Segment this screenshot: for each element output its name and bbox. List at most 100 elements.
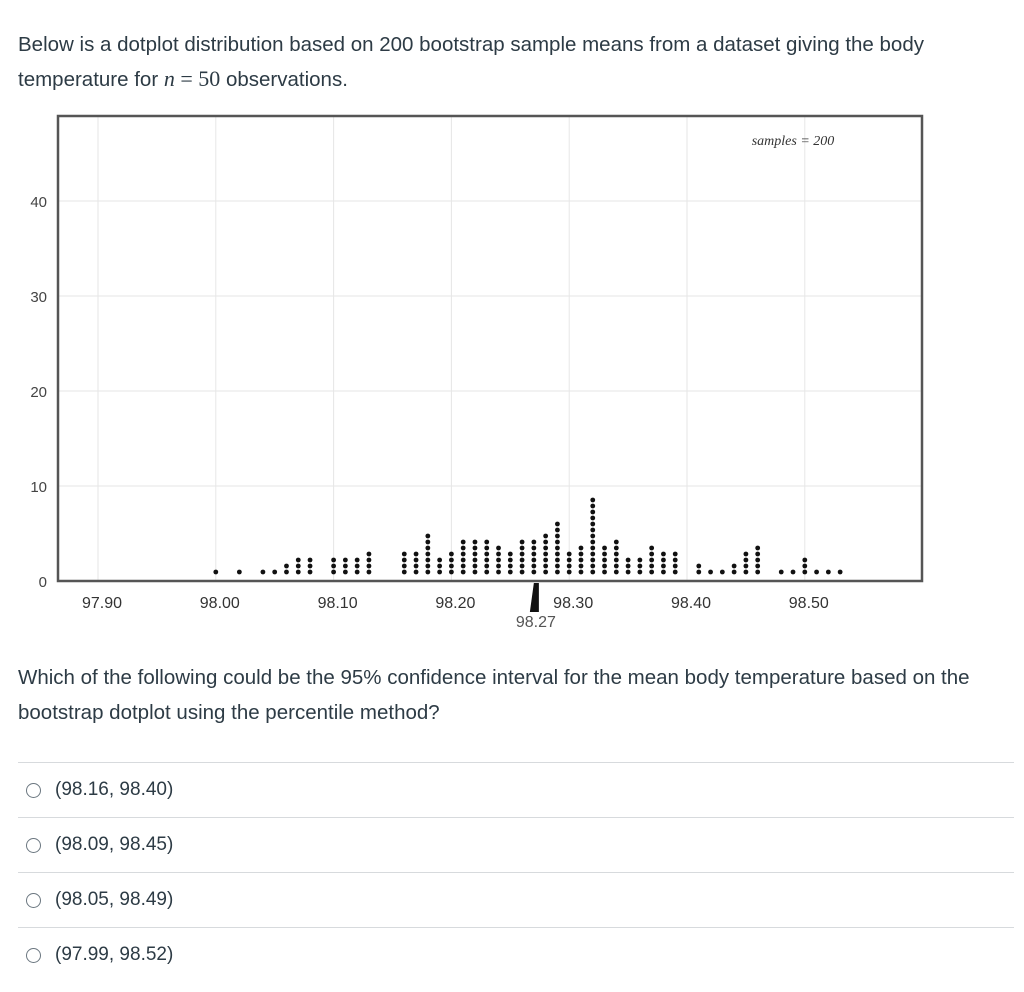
dot xyxy=(437,569,443,575)
option-label: (98.05, 98.49) xyxy=(55,889,174,910)
dot xyxy=(555,551,560,557)
dot xyxy=(837,569,843,575)
dot xyxy=(437,557,443,563)
dot xyxy=(755,545,761,551)
radio-button[interactable] xyxy=(26,892,41,908)
dot xyxy=(519,551,525,557)
dot xyxy=(825,569,831,575)
radio-button[interactable] xyxy=(26,782,41,798)
plot-frame xyxy=(56,114,924,583)
dot xyxy=(284,569,289,575)
dot xyxy=(460,557,466,563)
dot xyxy=(672,569,678,575)
dot xyxy=(649,569,655,575)
dot xyxy=(484,539,490,545)
prompt-text: Which of the following could be the 95% … xyxy=(18,666,970,724)
dot xyxy=(543,557,549,563)
dot xyxy=(460,563,466,569)
dot xyxy=(425,551,431,557)
dot xyxy=(555,533,560,539)
dot xyxy=(401,557,407,563)
question-text-before: Below is a dotplot distribution based on… xyxy=(18,33,924,91)
dot xyxy=(437,563,443,569)
dot xyxy=(354,569,360,575)
dot xyxy=(401,551,407,557)
dot xyxy=(401,569,407,575)
x-tick-label: 97.90 xyxy=(82,595,122,612)
x-tick-label: 98.20 xyxy=(435,595,475,612)
radio-button[interactable] xyxy=(26,947,41,963)
dot xyxy=(590,503,596,509)
dot xyxy=(731,563,737,569)
dot xyxy=(649,563,655,569)
dot xyxy=(578,545,584,551)
dot xyxy=(555,521,560,527)
dot xyxy=(484,563,490,569)
dot xyxy=(625,563,631,569)
dot xyxy=(519,557,525,563)
dot xyxy=(460,539,466,545)
dot xyxy=(590,563,596,569)
dot xyxy=(449,557,454,563)
option-1[interactable]: (98.16, 98.40) xyxy=(18,762,1014,817)
dot xyxy=(342,563,348,569)
dot xyxy=(472,569,478,575)
x-tick-label: 98.00 xyxy=(200,595,240,612)
dot xyxy=(778,569,784,575)
dot xyxy=(543,569,549,575)
dot xyxy=(354,563,360,569)
dot xyxy=(578,569,584,575)
dot xyxy=(519,545,525,551)
dot xyxy=(590,497,596,503)
dot xyxy=(531,569,537,575)
dot xyxy=(590,533,596,539)
question-text-after: observations. xyxy=(220,68,348,91)
dot xyxy=(602,551,607,557)
dot xyxy=(449,551,454,557)
dot xyxy=(613,569,619,575)
dot xyxy=(578,557,584,563)
dot xyxy=(790,569,796,575)
dot xyxy=(708,569,713,575)
dot xyxy=(354,557,360,563)
dot xyxy=(696,569,702,575)
dot xyxy=(602,569,607,575)
dot xyxy=(814,569,819,575)
dot xyxy=(637,563,643,569)
radio-button[interactable] xyxy=(26,837,41,853)
dot xyxy=(543,533,549,539)
mean-marker-label: 98.27 xyxy=(516,614,556,631)
dot xyxy=(578,563,584,569)
dot xyxy=(543,545,549,551)
dot xyxy=(802,557,808,563)
dot xyxy=(295,563,301,569)
dot xyxy=(366,569,372,575)
dot xyxy=(661,569,666,575)
answer-options: (98.16, 98.40) (98.09, 98.45) (98.05, 98… xyxy=(18,762,1014,982)
dot xyxy=(802,563,808,569)
dot xyxy=(272,569,278,575)
dot xyxy=(413,551,419,557)
dot xyxy=(425,569,431,575)
dot xyxy=(307,563,313,569)
dot xyxy=(519,539,525,545)
dot xyxy=(731,569,737,575)
dot xyxy=(743,569,749,575)
dot xyxy=(449,569,454,575)
option-4[interactable]: (97.99, 98.52) xyxy=(18,927,1014,982)
dot xyxy=(472,563,478,569)
dot xyxy=(755,551,761,557)
dot xyxy=(507,551,513,557)
dot xyxy=(307,557,313,563)
dot xyxy=(543,539,549,545)
option-2[interactable]: (98.09, 98.45) xyxy=(18,817,1014,872)
dot xyxy=(342,569,348,575)
y-tick-label: 0 xyxy=(39,574,47,591)
option-3[interactable]: (98.05, 98.49) xyxy=(18,872,1014,927)
dot xyxy=(743,557,749,563)
dot xyxy=(755,563,761,569)
dot xyxy=(590,521,596,527)
dot xyxy=(425,533,431,539)
dot xyxy=(496,569,501,575)
dot xyxy=(555,545,560,551)
